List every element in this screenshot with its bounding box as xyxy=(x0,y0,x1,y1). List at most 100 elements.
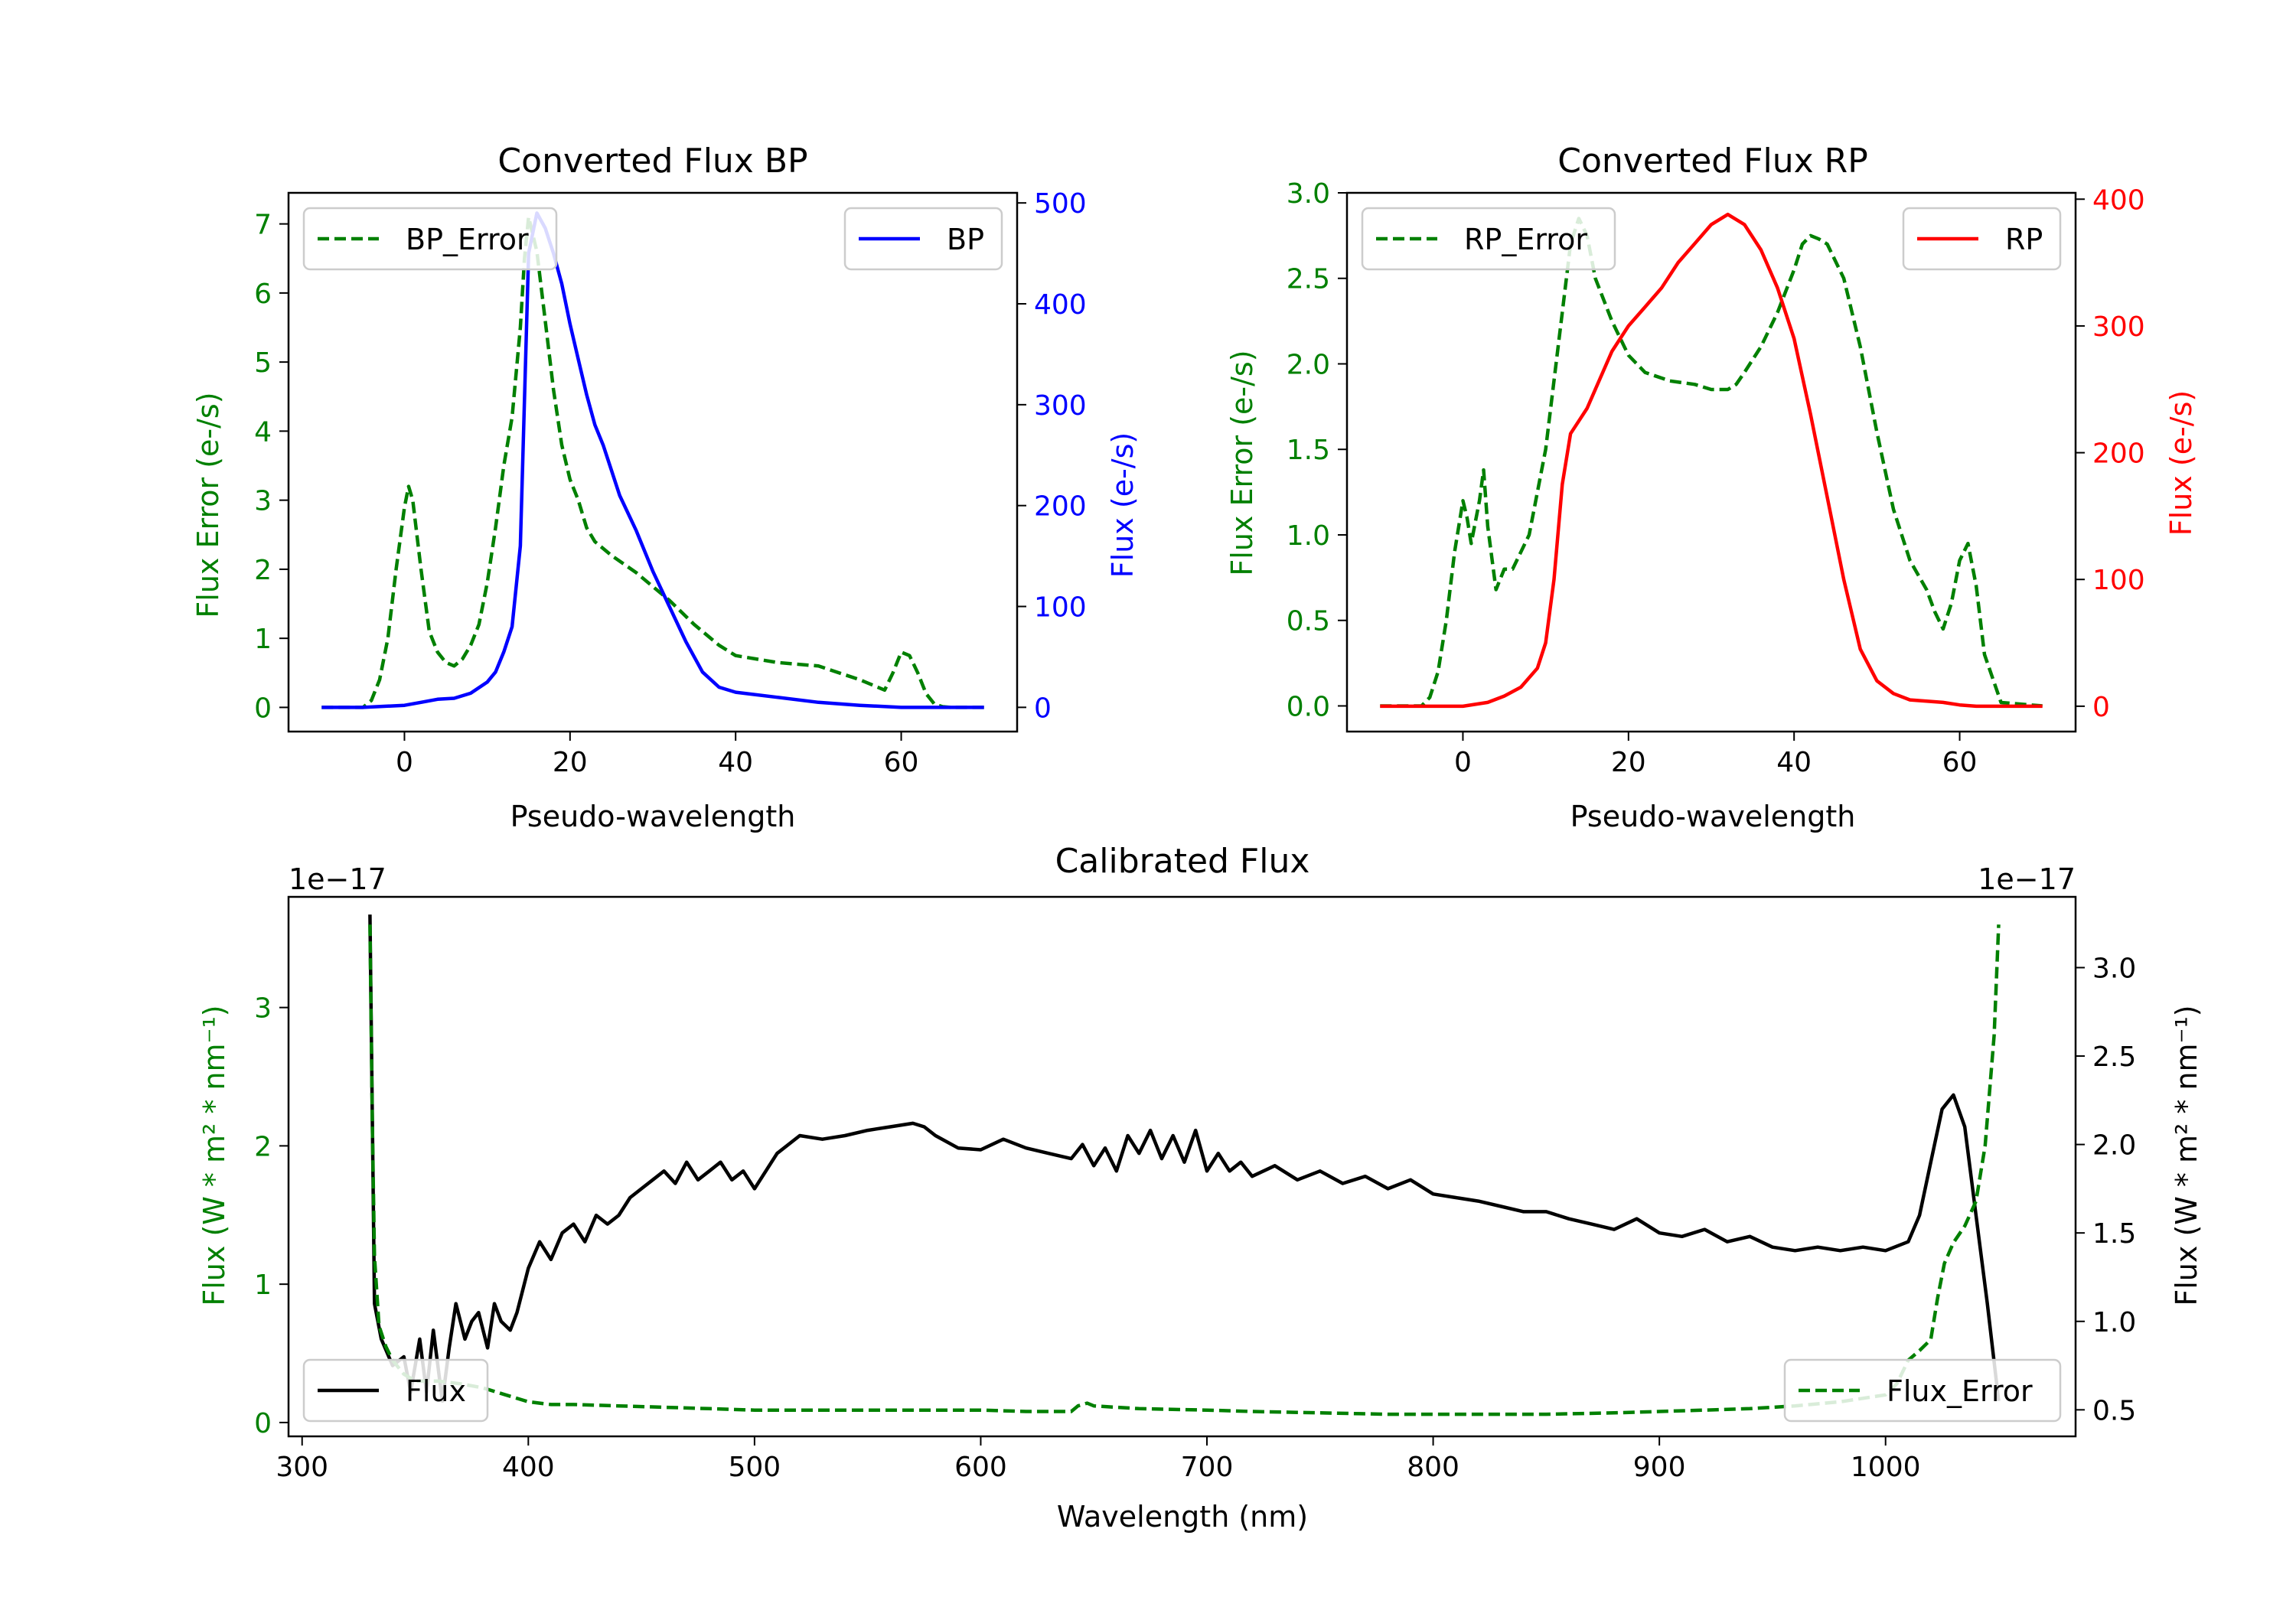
bp-right-axis-label: Flux (e-/s) xyxy=(1106,432,1140,578)
flux-error-legend: Flux_Error xyxy=(1783,1358,2062,1423)
left-tick-label: 1 xyxy=(254,624,272,655)
calibrated-x-ticks: 300 400 500 600 700 800 900 1000 xyxy=(276,1436,1921,1483)
flux-legend: Flux xyxy=(302,1358,489,1423)
right-tick-label: 2.5 xyxy=(2092,1041,2136,1073)
bp-legend: BP xyxy=(843,207,1003,271)
calibrated-right-ticks: 0.5 1.0 1.5 2.0 2.5 3.0 xyxy=(2076,953,2136,1426)
rp-right-axis-label: Flux (e-/s) xyxy=(2164,390,2198,536)
left-tick-label: 2 xyxy=(254,1131,272,1162)
left-tick-label: 2.5 xyxy=(1287,264,1330,295)
rp-series-layer xyxy=(1380,212,2043,709)
left-tick-label: 2 xyxy=(254,555,272,586)
legend-label: RP_Error xyxy=(1464,223,1587,256)
calibrated-left-ticks: 0 1 2 3 xyxy=(254,993,289,1439)
right-tick-label: 400 xyxy=(2092,184,2145,216)
legend-label: BP xyxy=(947,223,984,256)
bp-left-axis-label: Flux Error (e-/s) xyxy=(191,392,225,618)
left-offset-label: 1e−17 xyxy=(289,862,386,896)
bp-right-ticks: 0 100 200 300 400 500 xyxy=(1017,188,1087,724)
bp-plot-frame xyxy=(287,191,1019,733)
legend-box xyxy=(843,207,1003,271)
rp-left-ticks: 0.0 0.5 1.0 1.5 2.0 2.5 3.0 xyxy=(1287,178,1347,722)
left-tick-label: 3 xyxy=(254,486,272,517)
x-tick-label: 20 xyxy=(1611,747,1646,778)
legend-box xyxy=(1902,207,2062,271)
rp-x-axis-label: Pseudo-wavelength xyxy=(1570,800,1856,833)
right-tick-label: 300 xyxy=(2092,311,2145,343)
right-tick-label: 300 xyxy=(1034,390,1087,422)
right-tick-label: 500 xyxy=(1034,188,1087,220)
right-tick-label: 1.0 xyxy=(2092,1307,2136,1338)
right-tick-label: 0 xyxy=(2092,692,2110,723)
right-tick-label: 100 xyxy=(1034,592,1087,624)
x-tick-label: 20 xyxy=(553,747,588,778)
rp-line xyxy=(1380,212,2043,709)
left-tick-label: 4 xyxy=(254,416,272,448)
x-tick-label: 900 xyxy=(1633,1452,1686,1483)
bp-error-legend: BP_Error xyxy=(302,207,558,271)
x-tick-label: 60 xyxy=(884,747,919,778)
left-tick-label: 1 xyxy=(254,1270,272,1301)
right-tick-label: 2.0 xyxy=(2092,1130,2136,1162)
x-tick-label: 300 xyxy=(276,1452,328,1483)
left-tick-label: 7 xyxy=(254,210,272,241)
calibrated-left-axis-label: Flux (W * m² * nm⁻¹) xyxy=(197,1005,231,1305)
rp-plot-frame xyxy=(1345,191,2077,733)
right-tick-label: 200 xyxy=(1034,491,1087,523)
x-tick-label: 0 xyxy=(396,747,413,778)
calibrated-x-axis-label: Wavelength (nm) xyxy=(1057,1500,1308,1534)
legend-box xyxy=(1783,1358,2062,1423)
left-tick-label: 0 xyxy=(254,1408,272,1439)
legend-label: Flux xyxy=(406,1374,466,1408)
legend-label: Flux_Error xyxy=(1887,1374,2033,1408)
left-tick-label: 6 xyxy=(254,279,272,310)
right-tick-label: 400 xyxy=(1034,289,1087,321)
right-offset-label: 1e−17 xyxy=(1978,862,2076,896)
left-tick-label: 0 xyxy=(254,693,272,724)
rp-left-axis-label: Flux Error (e-/s) xyxy=(1225,350,1259,575)
x-tick-label: 40 xyxy=(718,747,753,778)
x-tick-label: 40 xyxy=(1776,747,1812,778)
right-tick-label: 200 xyxy=(2092,438,2145,470)
bp-series-layer xyxy=(321,211,984,709)
bp-x-axis-label: Pseudo-wavelength xyxy=(510,800,796,833)
rp-error-line xyxy=(1380,217,2043,708)
x-tick-label: 600 xyxy=(954,1452,1007,1483)
legend-label: RP xyxy=(2005,223,2043,256)
calibrated-plot-frame xyxy=(287,895,2077,1438)
x-tick-label: 1000 xyxy=(1851,1452,1921,1483)
rp-legend: RP xyxy=(1902,207,2062,271)
x-tick-label: 400 xyxy=(502,1452,555,1483)
right-tick-label: 0.5 xyxy=(2092,1395,2136,1426)
left-tick-label: 0.0 xyxy=(1287,691,1330,722)
rp-title: Converted Flux RP xyxy=(1557,142,1868,181)
legend-box xyxy=(1361,207,1616,271)
right-tick-label: 3.0 xyxy=(2092,953,2136,984)
left-tick-label: 0.5 xyxy=(1287,606,1330,637)
legend-box xyxy=(302,207,558,271)
bp-line xyxy=(321,211,984,709)
x-tick-label: 800 xyxy=(1407,1452,1459,1483)
x-tick-label: 0 xyxy=(1454,747,1472,778)
rp-panel: Converted Flux RP Pseudo-wavelength Flux… xyxy=(1225,142,2198,833)
x-tick-label: 60 xyxy=(1942,747,1978,778)
legend-label: BP_Error xyxy=(406,223,529,256)
bp-error-line xyxy=(321,215,984,709)
left-tick-label: 1.5 xyxy=(1287,435,1330,466)
right-tick-label: 1.5 xyxy=(2092,1218,2136,1250)
x-tick-label: 700 xyxy=(1181,1452,1234,1483)
calibrated-right-axis-label: Flux (W * m² * nm⁻¹) xyxy=(2170,1005,2203,1305)
bp-title: Converted Flux BP xyxy=(497,142,807,181)
left-tick-label: 3 xyxy=(254,993,272,1025)
left-tick-label: 5 xyxy=(254,347,272,379)
calibrated-title: Calibrated Flux xyxy=(1055,842,1310,881)
calibrated-panel: Calibrated Flux Wavelength (nm) 1e−17 1e… xyxy=(197,842,2203,1534)
left-tick-label: 2.0 xyxy=(1287,349,1330,380)
left-tick-label: 3.0 xyxy=(1287,178,1330,210)
bp-left-ticks: 0 1 2 3 4 5 6 7 xyxy=(254,210,289,724)
left-tick-label: 1.0 xyxy=(1287,520,1330,552)
bp-x-ticks: 0 20 40 60 xyxy=(396,732,918,778)
flux-line xyxy=(368,914,2001,1403)
bp-panel: Converted Flux BP Pseudo-wavelength Flux… xyxy=(191,142,1140,833)
